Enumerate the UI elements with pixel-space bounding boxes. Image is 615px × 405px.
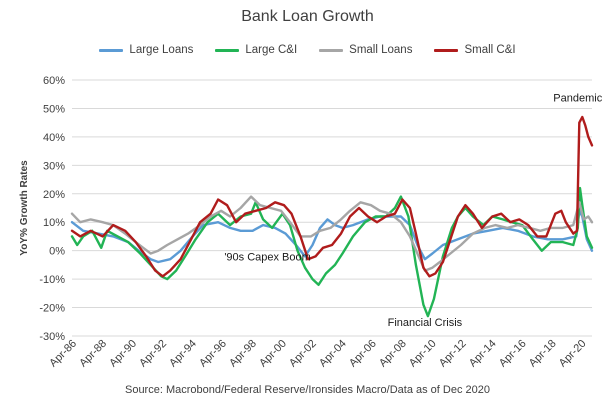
x-tick-label: Apr-10 <box>407 338 439 370</box>
y-tick-label: 20% <box>43 189 65 201</box>
x-tick-label: Apr-20 <box>557 338 589 370</box>
y-tick-label: 30% <box>43 160 65 172</box>
y-tick-label: -30% <box>39 331 65 343</box>
x-tick-label: Apr-04 <box>317 338 349 370</box>
gridlines <box>72 79 592 337</box>
annotation-label: '90s Capex Boom <box>224 252 310 264</box>
legend-item-small-loans: Small Loans <box>319 44 412 56</box>
legend-item-large-ci: Large C&I <box>215 44 297 56</box>
x-tick-label: Apr-08 <box>377 338 409 370</box>
legend-item-small-ci: Small C&I <box>434 44 516 56</box>
y-tick-label: 60% <box>43 75 65 87</box>
y-tick-label: -10% <box>39 274 65 286</box>
x-axis-ticks: Apr-86Apr-88Apr-90Apr-92Apr-94Apr-96Apr-… <box>47 338 588 370</box>
legend-label-small-loans: Small Loans <box>349 44 413 56</box>
legend-label-large-ci: Large C&I <box>245 44 298 56</box>
x-tick-label: Apr-98 <box>227 338 259 370</box>
y-tick-label: 40% <box>43 132 65 144</box>
x-tick-label: Apr-90 <box>107 338 139 370</box>
legend-label-large-loans: Large Loans <box>129 44 194 56</box>
series-line-small-loans <box>70 195 594 272</box>
y-tick-label: 10% <box>43 217 65 229</box>
x-tick-label: Apr-02 <box>287 338 319 370</box>
series-lines <box>70 115 594 318</box>
legend-label-small-ci: Small C&I <box>464 44 516 56</box>
legend: Large Loans Large C&I Small Loans Small … <box>0 44 615 56</box>
x-tick-label: Apr-88 <box>77 338 109 370</box>
legend-swatch-large-loans <box>99 48 124 52</box>
source-note: Source: Macrobond/Federal Reserve/Ironsi… <box>124 384 490 396</box>
annotation-label: Pandemic <box>553 92 602 104</box>
x-tick-label: Apr-06 <box>347 338 379 370</box>
series-line-small-ci <box>70 115 594 278</box>
y-tick-label: 0% <box>49 246 65 258</box>
x-tick-label: Apr-16 <box>497 338 529 370</box>
x-tick-label: Apr-96 <box>197 338 229 370</box>
x-tick-label: Apr-14 <box>467 338 499 370</box>
y-axis-title: YoY% Growth Rates <box>19 160 30 256</box>
chart-title: Bank Loan Growth <box>241 8 374 25</box>
y-tick-label: 50% <box>43 103 65 115</box>
legend-swatch-large-ci <box>215 48 240 52</box>
legend-swatch-small-loans <box>319 48 344 52</box>
x-tick-label: Apr-18 <box>527 338 559 370</box>
x-tick-label: Apr-00 <box>257 338 289 370</box>
legend-item-large-loans: Large Loans <box>99 44 193 56</box>
annotation-label: Financial Crisis <box>388 317 463 329</box>
x-tick-label: Apr-12 <box>437 338 469 370</box>
x-tick-label: Apr-94 <box>167 338 199 370</box>
annotations: '90s Capex Boom Financial Crisis Pandemic <box>224 92 602 329</box>
legend-swatch-small-ci <box>434 48 459 52</box>
x-tick-label: Apr-92 <box>137 338 169 370</box>
y-tick-label: -20% <box>39 303 65 315</box>
y-axis-ticks: -30% -20% -10% 0% 10% 20% 30% 40% 50% 60% <box>39 75 65 343</box>
